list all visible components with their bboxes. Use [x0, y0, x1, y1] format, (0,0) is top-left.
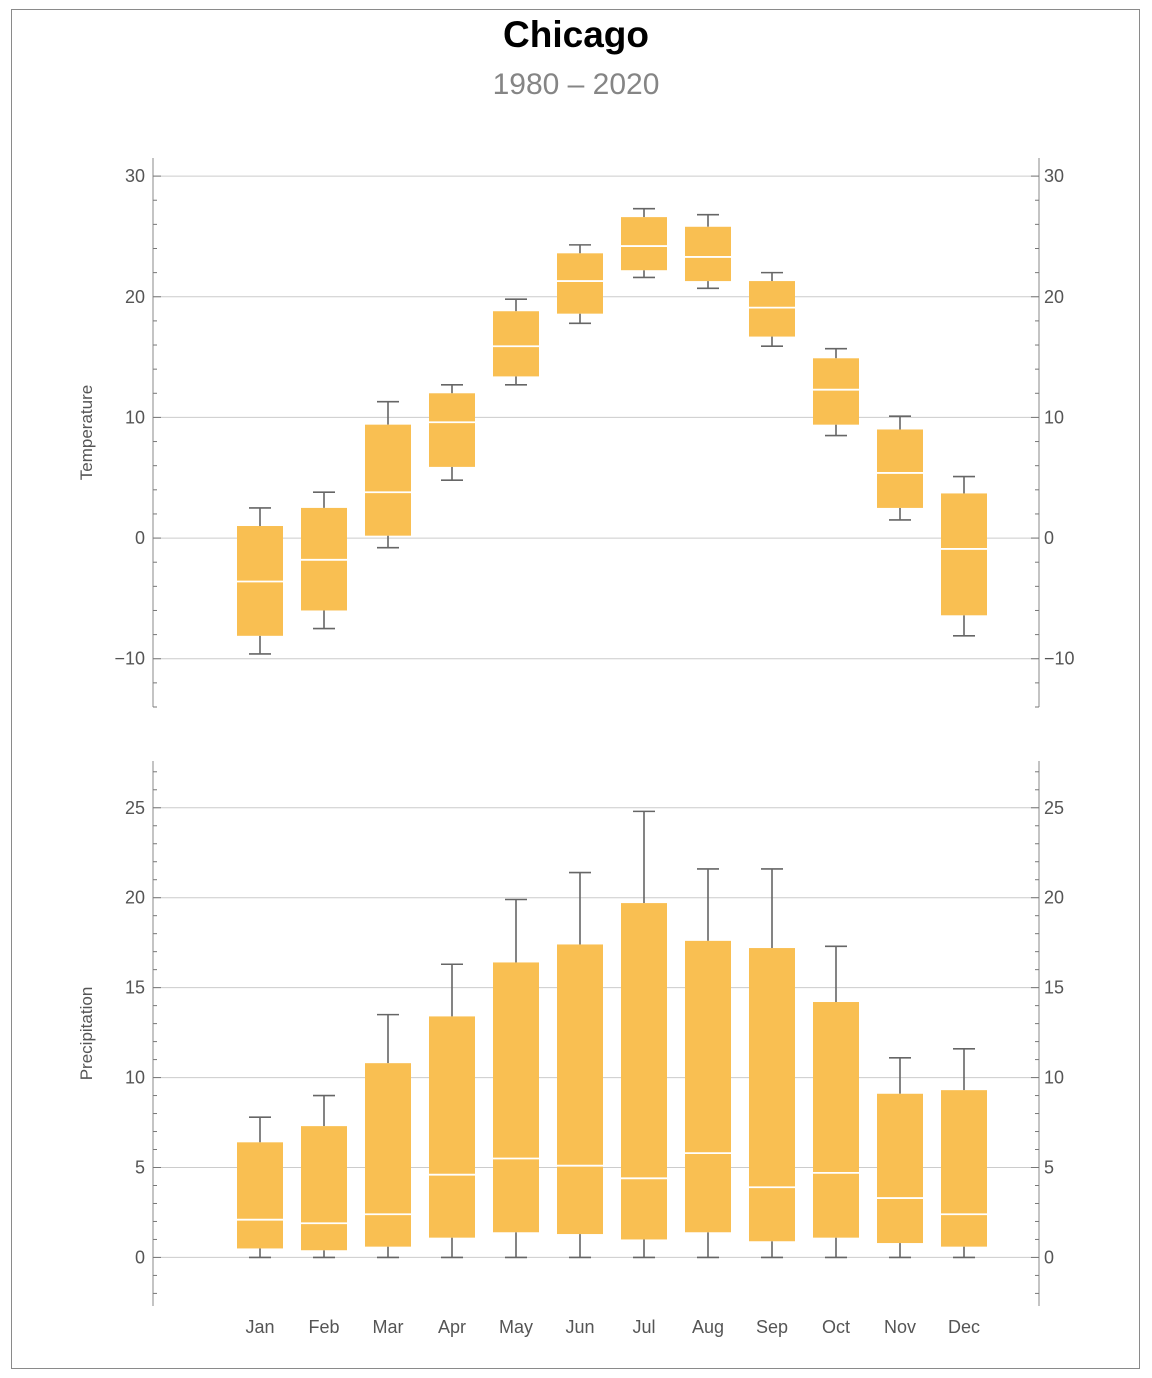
y-tick-label-left: 10 — [125, 407, 145, 427]
x-tick-label: Dec — [948, 1317, 980, 1337]
box-dec — [941, 1047, 987, 1259]
y-tick-label-right: 10 — [1044, 1068, 1064, 1088]
box-jan — [237, 1116, 283, 1259]
box-mar — [365, 400, 411, 549]
iqr-box — [685, 226, 731, 282]
box-dec — [941, 475, 987, 637]
chart-subtitle: 1980 – 2020 — [492, 68, 660, 101]
box-jan — [237, 507, 283, 655]
x-tick-label: Aug — [692, 1317, 724, 1337]
y-tick-label-left: 25 — [125, 798, 145, 818]
box-aug — [685, 213, 731, 290]
box-feb — [301, 1094, 347, 1259]
y-tick-label-right: −10 — [1044, 649, 1075, 669]
box-sep — [749, 868, 795, 1259]
iqr-box — [429, 1016, 475, 1238]
iqr-box — [941, 1090, 987, 1247]
y-axis-title-precipitation: Precipitation — [77, 987, 96, 1081]
x-tick-label: Mar — [373, 1317, 404, 1337]
iqr-box — [877, 429, 923, 508]
y-tick-label-left: 30 — [125, 166, 145, 186]
x-tick-label: Nov — [884, 1317, 916, 1337]
iqr-box — [813, 1002, 859, 1238]
y-tick-label-right: 15 — [1044, 978, 1064, 998]
y-tick-label-left: 20 — [125, 888, 145, 908]
y-tick-label-left: 0 — [135, 528, 145, 548]
box-may — [493, 298, 539, 386]
iqr-box — [941, 493, 987, 616]
x-tick-label: Apr — [438, 1317, 466, 1337]
iqr-box — [685, 940, 731, 1233]
box-nov — [877, 1056, 923, 1259]
y-tick-label-right: 30 — [1044, 166, 1064, 186]
box-aug — [685, 868, 731, 1259]
iqr-box — [301, 1126, 347, 1251]
y-tick-label-left: 15 — [125, 978, 145, 998]
iqr-box — [557, 944, 603, 1235]
box-jun — [557, 244, 603, 325]
x-tick-label: Feb — [308, 1317, 339, 1337]
box-oct — [813, 347, 859, 437]
iqr-box — [365, 1063, 411, 1247]
iqr-box — [557, 253, 603, 314]
chart-title: Chicago — [503, 14, 649, 55]
box-jul — [621, 207, 667, 279]
y-tick-label-right: 10 — [1044, 407, 1064, 427]
y-tick-label-left: 10 — [125, 1068, 145, 1088]
panel-precipitation: 0 0 5 5 10 10 15 15 20 20 25 25 Precipitation — [77, 761, 1064, 1306]
iqr-box — [365, 424, 411, 536]
box-mar — [365, 1013, 411, 1259]
y-tick-label-right: 0 — [1044, 1247, 1054, 1267]
iqr-box — [621, 903, 667, 1240]
x-tick-label: Jul — [632, 1317, 655, 1337]
x-tick-label: Sep — [756, 1317, 788, 1337]
y-tick-label-left: 20 — [125, 287, 145, 307]
y-tick-label-left: 5 — [135, 1158, 145, 1178]
y-tick-label-right: 5 — [1044, 1158, 1054, 1178]
box-apr — [429, 384, 475, 481]
panel-temperature: −10 −10 0 0 10 10 20 20 30 30 Temperature — [77, 158, 1075, 708]
iqr-box — [429, 393, 475, 467]
box-jul — [621, 810, 667, 1259]
y-tick-label-left: 0 — [135, 1247, 145, 1267]
iqr-box — [813, 358, 859, 425]
y-tick-label-right: 20 — [1044, 888, 1064, 908]
iqr-box — [877, 1093, 923, 1244]
iqr-box — [493, 311, 539, 377]
box-may — [493, 898, 539, 1259]
y-axis-title-temperature: Temperature — [77, 385, 96, 480]
y-tick-label-right: 0 — [1044, 528, 1054, 548]
box-sep — [749, 271, 795, 348]
x-tick-label: Jan — [245, 1317, 274, 1337]
box-apr — [429, 963, 475, 1259]
box-oct — [813, 945, 859, 1259]
x-tick-label: May — [499, 1317, 533, 1337]
box-jun — [557, 871, 603, 1259]
x-tick-label: Oct — [822, 1317, 850, 1337]
box-feb — [301, 491, 347, 630]
iqr-box — [749, 948, 795, 1242]
y-tick-label-right: 25 — [1044, 798, 1064, 818]
iqr-box — [749, 281, 795, 337]
iqr-box — [237, 1142, 283, 1249]
iqr-box — [621, 217, 667, 271]
box-nov — [877, 415, 923, 521]
iqr-box — [493, 962, 539, 1233]
x-tick-label: Jun — [565, 1317, 594, 1337]
y-tick-label-right: 20 — [1044, 287, 1064, 307]
y-tick-label-left: −10 — [114, 649, 145, 669]
